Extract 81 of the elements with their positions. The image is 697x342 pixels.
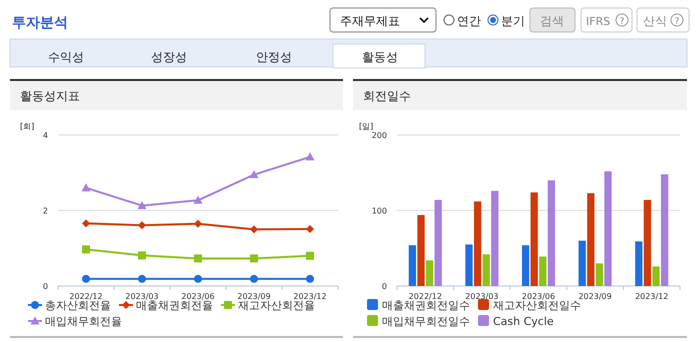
- x-tick-label: 2022/12: [408, 292, 442, 301]
- text: 검색: [540, 14, 564, 28]
- bar: [474, 201, 482, 286]
- bar: [539, 256, 546, 286]
- y-tick-label: 0: [42, 282, 48, 291]
- text: 안정성: [256, 50, 292, 64]
- point: [138, 221, 146, 230]
- text: 분기: [501, 14, 525, 28]
- legend-label: 매출채권회전율: [136, 299, 213, 312]
- chart-title: 활동성지표: [20, 89, 80, 103]
- text: 투자분석: [12, 15, 68, 31]
- y-tick-label: 200: [372, 131, 387, 140]
- text: 주재무제표: [340, 14, 400, 28]
- bar: [530, 192, 538, 286]
- bar: [644, 200, 652, 286]
- y-tick-label: 4: [42, 131, 48, 140]
- y-tick-label: 2: [42, 206, 48, 216]
- bar: [426, 260, 434, 286]
- point: [194, 220, 202, 228]
- bar: [522, 245, 530, 286]
- point: [194, 196, 202, 204]
- legend-label: 매입채무회전일수: [382, 315, 470, 328]
- point: [250, 225, 258, 234]
- point: [82, 183, 90, 192]
- point: [306, 152, 314, 160]
- bar: [578, 240, 586, 286]
- text: 수익성: [48, 50, 84, 64]
- bar: [408, 245, 416, 286]
- point: [82, 219, 90, 228]
- x-tick-label: 2023/03: [465, 292, 499, 301]
- point: [306, 225, 314, 233]
- text: 활동성: [362, 50, 398, 64]
- point: [250, 254, 258, 262]
- x-tick-label: 2023/06: [522, 292, 556, 301]
- legend-label: 매출채권회전일수: [382, 299, 470, 312]
- legend-label: 재고자산회전일수: [493, 299, 581, 312]
- bar: [465, 244, 473, 286]
- y-axis-title: [회]: [20, 122, 34, 131]
- bar: [417, 215, 425, 286]
- y-tick-label: 0: [382, 282, 387, 291]
- point: [138, 201, 146, 210]
- bar: [604, 171, 612, 286]
- text: 연간: [457, 14, 481, 28]
- bar: [652, 266, 660, 286]
- text: IFRS: [586, 15, 610, 28]
- bar: [548, 180, 556, 286]
- point: [194, 254, 202, 262]
- point: [82, 274, 90, 283]
- bar: [635, 241, 642, 286]
- legend-label: 재고자산회전율: [238, 299, 315, 312]
- bar: [434, 200, 442, 286]
- point: [306, 274, 314, 283]
- point: [138, 274, 146, 283]
- legend-label: Cash Cycle: [493, 315, 554, 328]
- bar: [491, 190, 498, 286]
- point: [250, 274, 258, 283]
- text: ?: [674, 17, 680, 27]
- y-tick-label: 100: [372, 206, 387, 216]
- x-tick-label: 2023/06: [181, 292, 215, 301]
- bar: [482, 254, 490, 286]
- x-tick-label: 2023/09: [237, 292, 271, 301]
- x-tick-label: 2023/12: [293, 292, 327, 301]
- point: [138, 251, 146, 260]
- bar: [596, 263, 604, 286]
- bar: [660, 174, 668, 286]
- point: [82, 245, 90, 254]
- text: 산식: [643, 14, 667, 28]
- text: 성장성: [151, 50, 187, 64]
- text: ?: [620, 17, 625, 27]
- x-tick-label: 2023/12: [635, 292, 668, 301]
- legend-label: 총자산회전율: [45, 299, 111, 312]
- x-tick-label: 2023/03: [125, 292, 159, 301]
- point: [306, 252, 314, 260]
- bar: [587, 193, 594, 286]
- x-tick-label: 2023/09: [578, 292, 612, 301]
- point: [194, 274, 202, 283]
- point: [250, 170, 258, 178]
- legend-label: 매입채무회전율: [45, 315, 122, 328]
- x-tick-label: 2022/12: [69, 292, 103, 301]
- chart-title: 회전일수: [363, 89, 411, 103]
- y-axis-title: [일]: [359, 122, 374, 131]
